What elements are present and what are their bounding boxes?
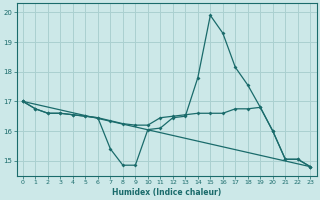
X-axis label: Humidex (Indice chaleur): Humidex (Indice chaleur) [112, 188, 221, 197]
